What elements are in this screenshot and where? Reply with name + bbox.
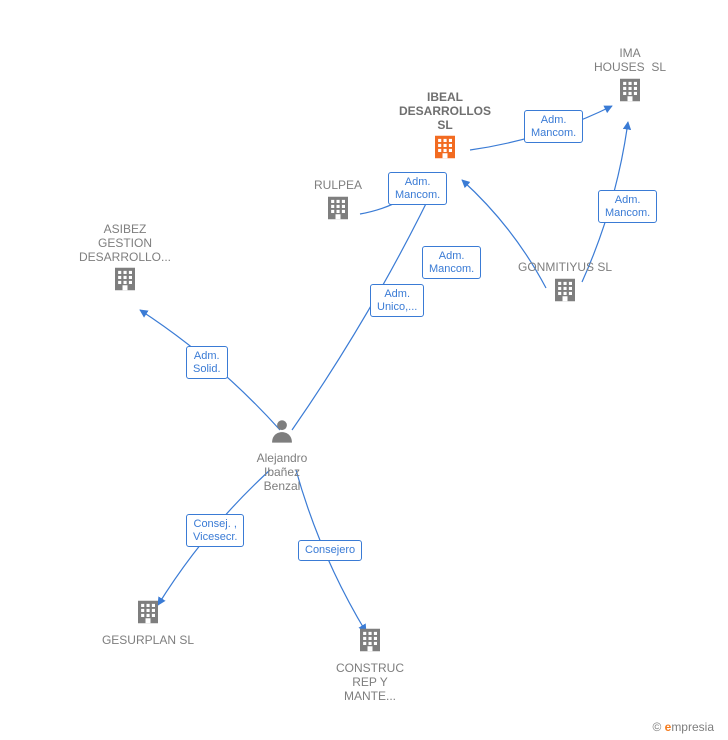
edge-label: Adm. Mancom.	[422, 246, 481, 279]
node-asibez[interactable]: ASIBEZ GESTION DESARROLLO...	[65, 221, 185, 299]
node-ima[interactable]: IMA HOUSES SL	[570, 45, 690, 110]
node-label: Alejandro Ibañez Benzal	[222, 452, 342, 493]
edge-label: Adm. Mancom.	[524, 110, 583, 143]
building-icon	[570, 75, 690, 110]
building-icon	[385, 132, 505, 167]
node-gonmi[interactable]: GONMITIYUS SL	[505, 259, 625, 310]
node-label: IMA HOUSES SL	[570, 47, 690, 75]
building-icon	[65, 264, 185, 299]
building-icon	[278, 193, 398, 228]
node-gesur[interactable]: GESURPLAN SL	[88, 597, 208, 648]
copyright-symbol: ©	[652, 720, 661, 734]
edge-label: Adm. Mancom.	[388, 172, 447, 205]
node-label: IBEAL DESARROLLOS SL	[385, 91, 505, 132]
node-label: GESURPLAN SL	[88, 634, 208, 648]
node-label: CONSTRUC REP Y MANTE...	[310, 662, 430, 703]
node-ibeal[interactable]: IBEAL DESARROLLOS SL	[385, 89, 505, 167]
building-icon	[505, 275, 625, 310]
building-icon	[310, 625, 430, 660]
person-icon	[222, 417, 342, 450]
node-label: ASIBEZ GESTION DESARROLLO...	[65, 223, 185, 264]
credit: © empresia	[652, 720, 714, 734]
node-rulpea[interactable]: RULPEA	[278, 177, 398, 228]
edge-label: Consejero	[298, 540, 362, 561]
edge-label: Consej. , Vicesecr.	[186, 514, 244, 547]
building-icon	[88, 597, 208, 632]
edge-label: Adm. Mancom.	[598, 190, 657, 223]
credit-text: mpresia	[671, 720, 714, 734]
edge-label: Adm. Unico,...	[370, 284, 424, 317]
node-constr[interactable]: CONSTRUC REP Y MANTE...	[310, 625, 430, 703]
edge-label: Adm. Solid.	[186, 346, 228, 379]
node-label: RULPEA	[278, 179, 398, 193]
node-label: GONMITIYUS SL	[505, 261, 625, 275]
node-ales[interactable]: Alejandro Ibañez Benzal	[222, 417, 342, 493]
